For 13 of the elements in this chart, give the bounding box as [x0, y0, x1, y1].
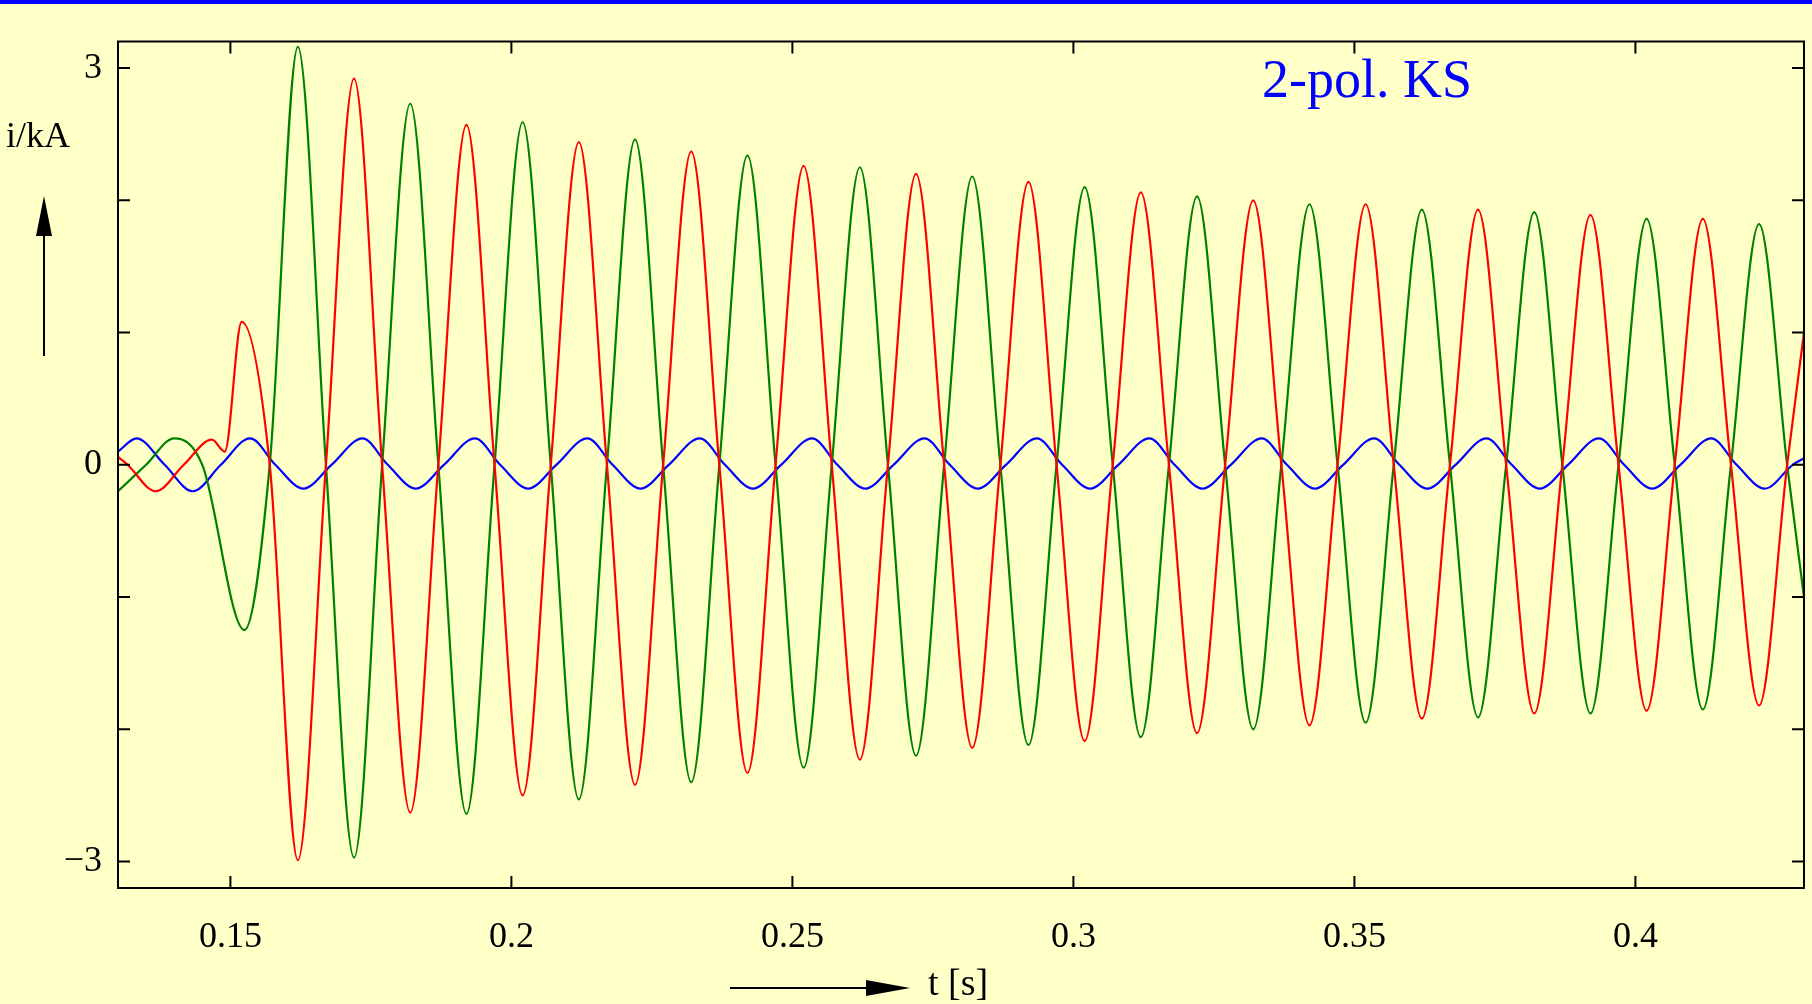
x-tick-label: 0.4 — [1612, 915, 1658, 956]
x-tick-label: 0.25 — [760, 915, 824, 956]
x-axis-title: t [s] — [928, 960, 989, 1004]
y-tick-label: −3 — [63, 839, 102, 879]
y-axis-title: i/kA — [6, 114, 71, 156]
y-tick-label: 3 — [84, 45, 102, 86]
line-series — [118, 437, 1804, 493]
annotation: 2-pol. KS — [1261, 48, 1472, 110]
y-tick-label: 0 — [84, 442, 102, 483]
x-tick-label: 0.35 — [1322, 915, 1386, 956]
x-tick-label: 0.15 — [198, 915, 262, 956]
x-tick-label: 0.2 — [488, 915, 534, 956]
x-tick-label: 0.3 — [1050, 915, 1096, 956]
